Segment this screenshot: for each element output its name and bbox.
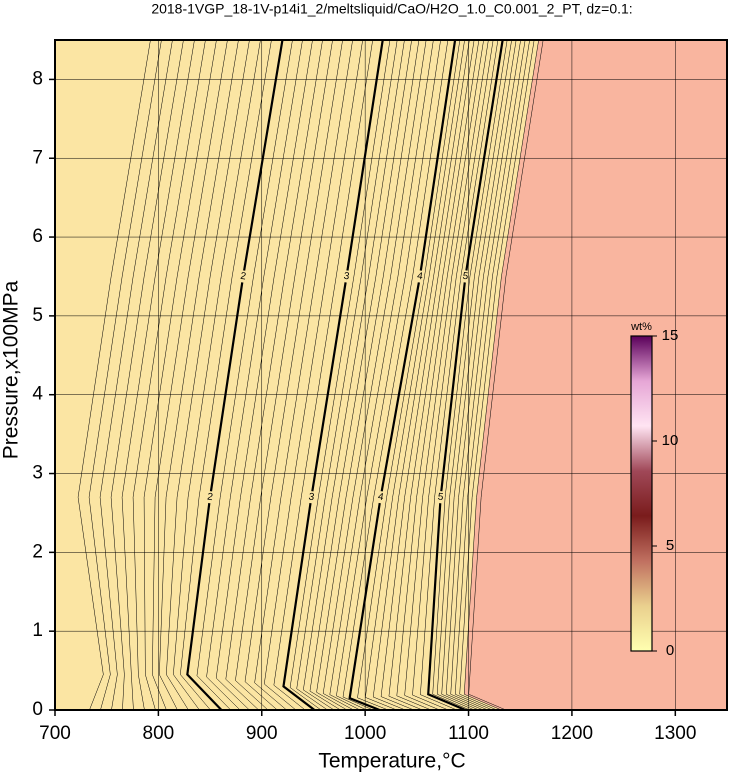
- minor-contour: [441, 40, 517, 710]
- minor-contour: [396, 40, 484, 710]
- contour-label-bg: [341, 269, 352, 284]
- minor-contour: [143, 40, 217, 710]
- contour-label: 4: [416, 271, 424, 283]
- y-tick-label: 0: [32, 699, 43, 720]
- minor-contour: [180, 40, 272, 710]
- minor-contour: [88, 40, 162, 710]
- minor-contour: [254, 40, 353, 710]
- colorbar: [630, 335, 653, 652]
- minor-contour: [450, 40, 526, 710]
- x-tick-label: 900: [246, 723, 278, 744]
- contour-label: 5: [437, 492, 444, 504]
- minor-contour: [77, 40, 151, 710]
- minor-contour: [454, 40, 530, 710]
- minor-contour: [329, 40, 434, 710]
- x-tick-label: 800: [143, 723, 175, 744]
- contour-label-bg: [460, 269, 471, 284]
- minor-contour: [235, 40, 333, 710]
- minor-contour: [166, 40, 250, 710]
- plot-frame: [54, 39, 728, 711]
- y-tick-label: 8: [32, 68, 43, 89]
- minor-contour: [225, 40, 323, 710]
- minor-contour: [215, 40, 313, 710]
- plot-area: 2 2 3 3 4 4 5 5: [55, 40, 727, 710]
- colorbar-tick-label: 5: [666, 537, 674, 554]
- y-tick-label: 1: [32, 620, 43, 641]
- contour-label-bg: [435, 490, 446, 504]
- minor-contour: [303, 40, 405, 710]
- minor-contour: [289, 40, 391, 710]
- colorbar-tick-label: 15: [662, 327, 679, 344]
- x-tick-label: 700: [39, 723, 71, 744]
- x-axis-label: Temperature,°C: [318, 750, 465, 773]
- colorbar-label: wt%: [630, 321, 652, 333]
- minor-contour: [152, 40, 228, 710]
- contour-label: 2: [206, 491, 214, 503]
- minor-contour: [263, 40, 363, 710]
- y-tick-label: 6: [32, 226, 43, 247]
- minor-contour: [99, 40, 173, 710]
- x-tick-label: 1200: [551, 723, 593, 744]
- contour-label: 2: [239, 271, 247, 283]
- minor-contour: [404, 40, 489, 710]
- x-tick-label: 1000: [344, 723, 386, 744]
- contour-label-bg: [238, 269, 249, 284]
- minor-contour: [296, 40, 398, 710]
- minor-contour: [365, 40, 465, 710]
- minor-contour: [121, 40, 195, 710]
- minor-contour: [206, 40, 303, 710]
- minor-contour: [459, 40, 535, 710]
- minor-contour: [445, 40, 521, 710]
- y-axis-label: Pressure,x100MPa: [0, 280, 23, 459]
- background-fill: [464, 40, 727, 710]
- y-tick-label: 3: [32, 463, 43, 484]
- y-tick-label: 7: [32, 147, 43, 168]
- minor-contour: [273, 40, 373, 710]
- x-tick-label: 1300: [654, 723, 696, 744]
- minor-contour: [316, 40, 420, 710]
- y-tick-label: 2: [32, 541, 43, 562]
- y-tick-label: 5: [32, 305, 43, 326]
- colorbar-tick-label: 0: [666, 642, 674, 659]
- minor-contour: [336, 40, 441, 710]
- minor-contour: [159, 40, 239, 710]
- contour-label: 3: [343, 271, 351, 283]
- minor-contour: [309, 40, 412, 710]
- contour-label-bg: [205, 490, 215, 504]
- minor-contour: [196, 40, 293, 710]
- minor-contour: [380, 40, 475, 710]
- minor-contour: [420, 40, 499, 710]
- y-tick-label: 4: [32, 384, 43, 405]
- contour-label-bg: [306, 490, 317, 504]
- x-tick-label: 1100: [448, 723, 489, 744]
- minor-contour: [463, 40, 539, 710]
- minor-contour: [173, 40, 261, 710]
- minor-contour: [357, 40, 461, 710]
- chart-title: 2018-1VGP_18-1V-p14i1_2/meltsliquid/CaO/…: [151, 1, 632, 17]
- colorbar-tick-label: 10: [662, 432, 679, 449]
- minor-contour: [372, 40, 470, 710]
- contour-label: 4: [377, 491, 385, 503]
- contour-label: 3: [308, 491, 316, 503]
- contour-label-bg: [415, 269, 425, 283]
- minor-contour: [388, 40, 480, 710]
- minor-contour: [468, 40, 544, 710]
- contour-label-bg: [375, 490, 386, 504]
- minor-contour: [432, 40, 508, 710]
- minor-contour: [244, 40, 343, 710]
- minor-contour: [110, 40, 184, 710]
- minor-contour: [436, 40, 512, 710]
- minor-contour: [322, 40, 427, 710]
- minor-contour: [132, 40, 206, 710]
- contour-label: 5: [462, 271, 470, 283]
- minor-contour: [342, 40, 449, 710]
